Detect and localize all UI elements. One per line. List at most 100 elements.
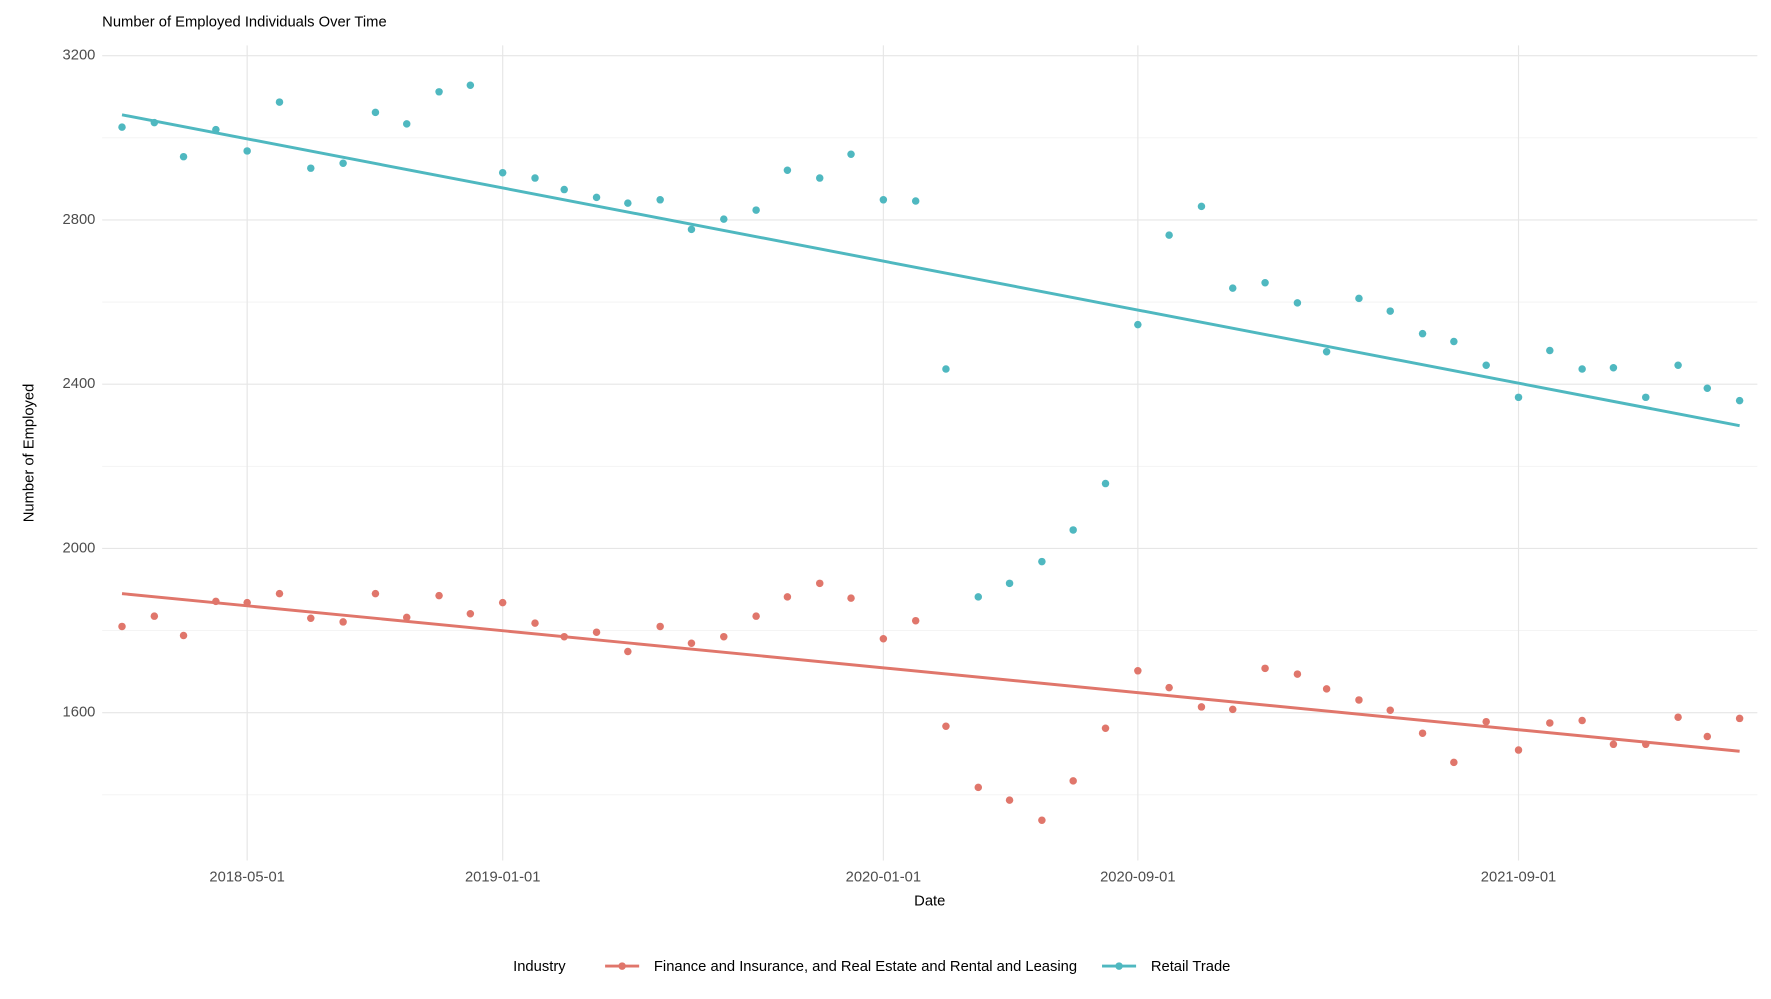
data-point — [1038, 816, 1046, 825]
data-point — [1005, 579, 1014, 588]
data-point — [1703, 732, 1712, 741]
data-point — [1005, 796, 1014, 804]
data-point — [1197, 202, 1206, 211]
data-point — [783, 593, 792, 601]
data-point — [624, 647, 632, 656]
data-point — [150, 118, 159, 127]
data-point — [1418, 329, 1427, 338]
data-point — [752, 612, 760, 620]
data-point — [243, 147, 251, 155]
legend-key-point — [618, 962, 626, 970]
data-point — [307, 164, 315, 172]
x-tick-label: 2018-05-01 — [209, 869, 284, 885]
data-point — [1546, 719, 1554, 727]
data-point — [1703, 384, 1712, 393]
data-point — [1038, 557, 1046, 566]
data-point — [1735, 396, 1744, 405]
data-point — [466, 81, 475, 89]
data-point — [720, 632, 728, 641]
y-tick-label: 2000 — [63, 540, 96, 556]
data-point — [1418, 729, 1427, 737]
data-point — [1165, 683, 1173, 692]
data-point — [531, 619, 539, 627]
data-point — [1609, 740, 1618, 749]
data-point — [1514, 393, 1523, 402]
data-point — [752, 206, 760, 214]
data-point — [498, 168, 507, 177]
chart-title: Number of Employed Individuals Over Time — [102, 15, 386, 31]
legend-key-point — [1115, 962, 1123, 970]
data-point — [307, 614, 315, 622]
grid — [102, 45, 1758, 861]
data-point — [243, 598, 251, 607]
y-tick-label: 2400 — [63, 376, 96, 392]
x-axis-title: Date — [914, 893, 945, 909]
data-point — [656, 196, 664, 204]
x-tick-label: 2020-09-01 — [1100, 869, 1175, 885]
data-point — [911, 197, 920, 205]
data-point — [560, 632, 568, 641]
data-point — [942, 365, 950, 373]
x-tick-label: 2020-01-01 — [846, 869, 921, 885]
legend-item: Retail Trade — [1102, 959, 1230, 975]
data-point — [150, 612, 159, 620]
y-tick-label: 2800 — [63, 212, 96, 228]
data-point — [687, 225, 696, 234]
data-point — [1261, 664, 1269, 673]
legend-item: Finance and Insurance, and Real Estate a… — [605, 959, 1077, 975]
data-point — [371, 108, 380, 117]
data-point — [974, 783, 983, 792]
data-point — [275, 98, 284, 106]
data-point — [179, 631, 188, 640]
data-point — [1482, 361, 1490, 370]
data-point — [435, 88, 443, 96]
data-point — [656, 622, 664, 631]
data-point — [974, 593, 983, 601]
legend-label: Finance and Insurance, and Real Estate a… — [654, 959, 1077, 975]
data-point — [1674, 713, 1682, 721]
y-axis-title: Number of Employed — [21, 384, 37, 523]
data-point — [179, 152, 188, 161]
data-point — [212, 125, 220, 134]
data-point — [435, 591, 443, 600]
data-point — [339, 159, 347, 168]
data-point — [1134, 667, 1142, 675]
y-tick-label: 3200 — [63, 48, 96, 64]
data-point — [1101, 479, 1110, 488]
data-point — [1322, 347, 1331, 356]
data-point — [212, 597, 220, 606]
data-point — [847, 594, 855, 602]
data-point — [466, 609, 475, 618]
data-point — [1293, 670, 1302, 678]
data-point — [1165, 231, 1173, 239]
data-point — [1069, 526, 1077, 534]
legend-label: Retail Trade — [1151, 959, 1231, 975]
data-point — [720, 215, 728, 223]
data-point — [1609, 364, 1618, 372]
data-point — [1229, 284, 1237, 292]
data-point — [275, 589, 284, 598]
data-point — [879, 196, 888, 204]
x-tick-label: 2021-09-01 — [1481, 869, 1556, 885]
data-point — [1482, 717, 1490, 726]
data-point — [1546, 346, 1554, 355]
trend-line — [121, 113, 1740, 428]
data-point — [1450, 337, 1458, 346]
data-point — [1450, 758, 1458, 767]
data-point — [1293, 299, 1302, 307]
data-point — [942, 722, 950, 730]
data-point — [624, 199, 632, 207]
data-point — [1069, 777, 1077, 785]
data-point — [847, 150, 855, 158]
data-point — [560, 185, 568, 194]
data-point — [1386, 706, 1394, 714]
data-point — [1355, 294, 1363, 303]
data-point — [1101, 724, 1110, 733]
data-point — [687, 639, 696, 648]
data-point — [1134, 320, 1142, 329]
data-point — [402, 120, 411, 128]
data-point — [1642, 393, 1650, 402]
data-point — [1514, 746, 1523, 754]
data-point — [339, 618, 347, 626]
